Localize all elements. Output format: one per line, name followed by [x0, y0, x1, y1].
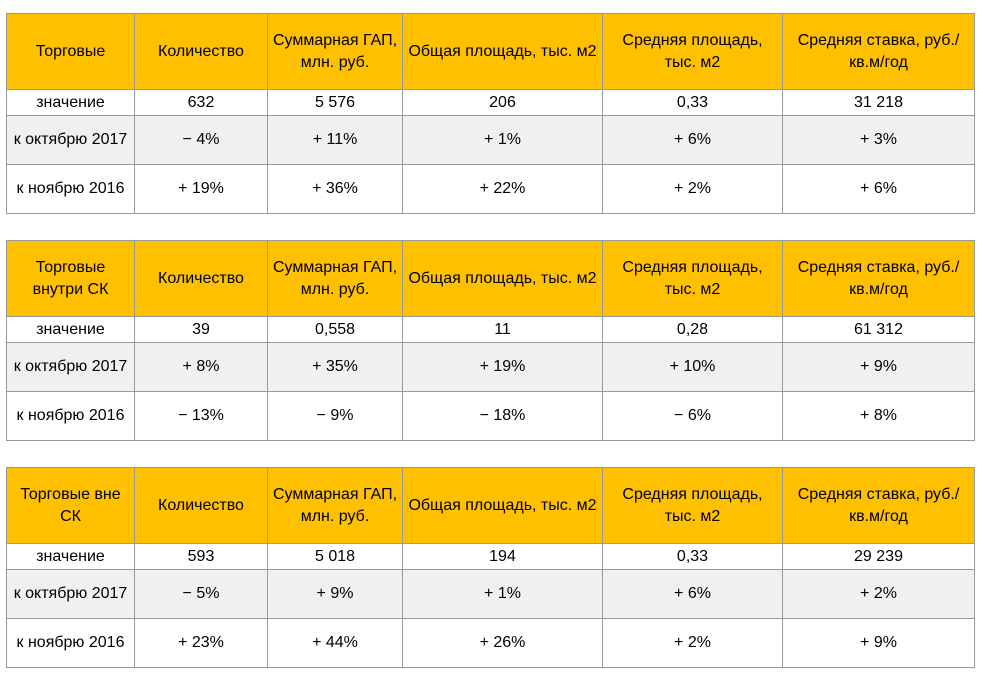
table-cell: + 10%	[602, 342, 783, 392]
row-label: к ноябрю 2016	[6, 391, 135, 441]
table-cell: + 11%	[267, 115, 403, 165]
column-header-gap: Суммарная ГАП, млн. руб.	[267, 13, 403, 90]
table-cell: − 4%	[134, 115, 268, 165]
table-cell: + 23%	[134, 618, 268, 668]
column-header-avg-area: Средняя площадь, тыс. м2	[602, 13, 783, 90]
row-label: значение	[6, 316, 135, 343]
table-cell: + 6%	[602, 115, 783, 165]
column-header-total-area: Общая площадь, тыс. м2	[402, 13, 603, 90]
table-header-row: Торговые вне СК Количество Суммарная ГАП…	[6, 467, 975, 544]
column-header-gap: Суммарная ГАП, млн. руб.	[267, 240, 403, 317]
table-cell: 31 218	[782, 89, 975, 116]
table-cell: + 6%	[602, 569, 783, 619]
table-cell: − 9%	[267, 391, 403, 441]
table-cell: + 44%	[267, 618, 403, 668]
table-cell: + 6%	[782, 164, 975, 214]
table-row-vs-october: к октябрю 2017 − 5% + 9% + 1% + 6% + 2%	[6, 569, 975, 619]
table-row-vs-november: к ноябрю 2016 + 23% + 44% + 26% + 2% + 9…	[6, 618, 975, 668]
table-cell: 0,28	[602, 316, 783, 343]
row-label: к октябрю 2017	[6, 115, 135, 165]
table-cell: 194	[402, 543, 603, 570]
table-title: Торговые внутри СК	[6, 240, 135, 317]
table-cell: + 1%	[402, 569, 603, 619]
table-row-value: значение 39 0,558 11 0,28 61 312	[6, 316, 975, 343]
table-cell: + 9%	[267, 569, 403, 619]
column-header-count: Количество	[134, 240, 268, 317]
table-cell: 632	[134, 89, 268, 116]
column-header-count: Количество	[134, 13, 268, 90]
table-header-row: Торговые Количество Суммарная ГАП, млн. …	[6, 13, 975, 90]
column-header-avg-rate: Средняя ставка, руб./кв.м/год	[782, 467, 975, 544]
table-cell: + 3%	[782, 115, 975, 165]
table-cell: 5 018	[267, 543, 403, 570]
column-header-total-area: Общая площадь, тыс. м2	[402, 240, 603, 317]
row-label: значение	[6, 89, 135, 116]
column-header-avg-rate: Средняя ставка, руб./кв.м/год	[782, 240, 975, 317]
column-header-count: Количество	[134, 467, 268, 544]
table-title: Торговые вне СК	[6, 467, 135, 544]
column-header-avg-area: Средняя площадь, тыс. м2	[602, 240, 783, 317]
table-cell: 29 239	[782, 543, 975, 570]
row-label: к ноябрю 2016	[6, 164, 135, 214]
column-header-avg-rate: Средняя ставка, руб./кв.м/год	[782, 13, 975, 90]
table-row-vs-november: к ноябрю 2016 − 13% − 9% − 18% − 6% + 8%	[6, 391, 975, 441]
table-cell: + 8%	[134, 342, 268, 392]
table-cell: + 26%	[402, 618, 603, 668]
column-header-gap: Суммарная ГАП, млн. руб.	[267, 467, 403, 544]
table-cell: + 36%	[267, 164, 403, 214]
table-cell: 5 576	[267, 89, 403, 116]
table-cell: + 22%	[402, 164, 603, 214]
row-label: к октябрю 2017	[6, 342, 135, 392]
stats-table-retail: Торговые Количество Суммарная ГАП, млн. …	[6, 13, 975, 214]
table-row-value: значение 632 5 576 206 0,33 31 218	[6, 89, 975, 116]
stats-table-retail-inside-sk: Торговые внутри СК Количество Суммарная …	[6, 240, 975, 441]
table-cell: 0,33	[602, 89, 783, 116]
table-cell: − 5%	[134, 569, 268, 619]
table-cell: − 13%	[134, 391, 268, 441]
table-cell: + 19%	[402, 342, 603, 392]
table-header-row: Торговые внутри СК Количество Суммарная …	[6, 240, 975, 317]
row-label: значение	[6, 543, 135, 570]
table-row-vs-october: к октябрю 2017 − 4% + 11% + 1% + 6% + 3%	[6, 115, 975, 165]
table-cell: + 1%	[402, 115, 603, 165]
table-cell: + 9%	[782, 342, 975, 392]
table-cell: 206	[402, 89, 603, 116]
table-cell: + 2%	[602, 164, 783, 214]
table-cell: − 18%	[402, 391, 603, 441]
column-header-avg-area: Средняя площадь, тыс. м2	[602, 467, 783, 544]
table-cell: + 35%	[267, 342, 403, 392]
table-cell: 11	[402, 316, 603, 343]
table-cell: 0,558	[267, 316, 403, 343]
column-header-total-area: Общая площадь, тыс. м2	[402, 467, 603, 544]
table-title: Торговые	[6, 13, 135, 90]
table-cell: 61 312	[782, 316, 975, 343]
table-cell: + 19%	[134, 164, 268, 214]
table-cell: + 2%	[782, 569, 975, 619]
stats-table-retail-outside-sk: Торговые вне СК Количество Суммарная ГАП…	[6, 467, 975, 668]
table-cell: 39	[134, 316, 268, 343]
table-cell: + 8%	[782, 391, 975, 441]
table-row-value: значение 593 5 018 194 0,33 29 239	[6, 543, 975, 570]
table-row-vs-november: к ноябрю 2016 + 19% + 36% + 22% + 2% + 6…	[6, 164, 975, 214]
row-label: к ноябрю 2016	[6, 618, 135, 668]
table-cell: + 9%	[782, 618, 975, 668]
table-cell: 0,33	[602, 543, 783, 570]
table-cell: − 6%	[602, 391, 783, 441]
table-row-vs-october: к октябрю 2017 + 8% + 35% + 19% + 10% + …	[6, 342, 975, 392]
row-label: к октябрю 2017	[6, 569, 135, 619]
table-cell: 593	[134, 543, 268, 570]
table-cell: + 2%	[602, 618, 783, 668]
